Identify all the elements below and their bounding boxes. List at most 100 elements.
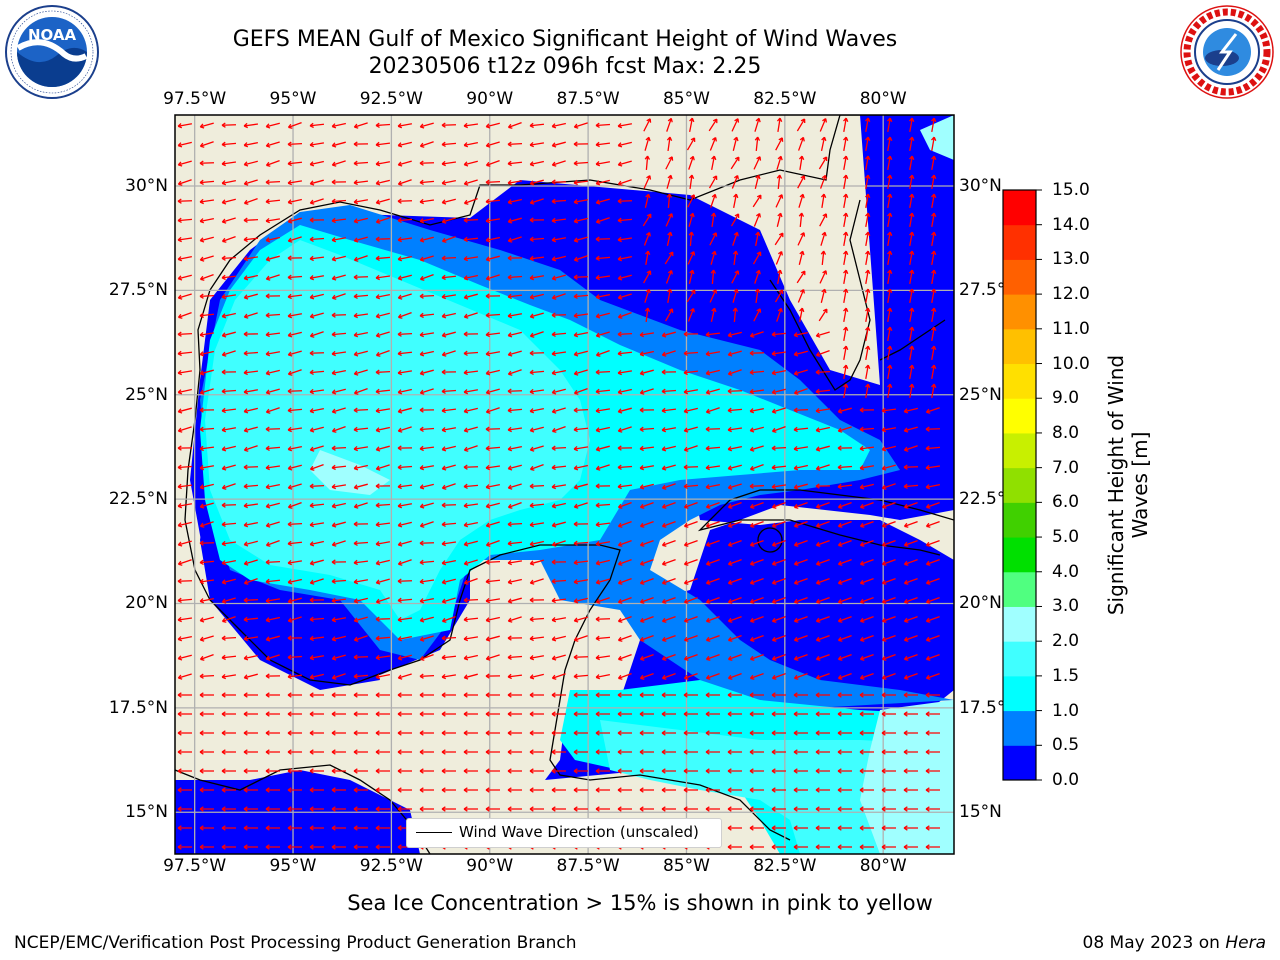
wave-arrow [793,825,808,831]
wave-arrow [463,160,478,167]
wave-arrow [199,578,215,585]
wave-arrow [199,465,215,471]
wave-arrow [881,787,896,793]
wave-arrow [639,483,654,490]
wave-arrow [775,194,784,208]
wave-arrow [463,616,479,623]
wave-arrow [573,160,589,166]
wave-arrow [265,274,280,281]
wave-arrow [925,445,941,452]
wave-arrow [843,212,849,228]
wave-arrow [529,141,545,148]
wave-arrow [463,426,478,433]
wave-arrow [573,597,588,604]
wave-arrow [887,307,893,323]
wave-arrow [617,539,632,547]
wave-arrow [793,768,808,774]
wave-arrow [265,844,280,850]
wave-arrow [243,350,259,356]
wave-arrow [727,369,742,376]
wave-arrow [925,730,940,736]
wave-arrow [771,730,786,736]
wave-arrow [507,673,523,680]
wave-arrow [463,692,478,698]
wave-arrow [688,155,695,170]
wave-arrow [441,388,457,394]
wave-arrow [287,597,302,604]
wave-arrow [353,445,369,452]
wave-arrow [331,617,347,623]
wave-arrow [507,654,523,660]
wave-arrow [463,255,479,262]
wave-arrow [687,307,695,322]
wave-arrow [419,179,435,186]
wave-arrow [727,577,742,585]
wave-arrow [529,635,545,642]
wave-arrow [775,137,784,151]
wave-arrow [551,654,566,661]
wave-arrow [865,345,871,361]
wave-arrow [309,597,325,603]
wave-arrow [265,426,281,432]
wave-arrow [749,520,764,528]
wave-arrow [265,597,281,604]
wave-arrow [865,269,871,285]
wave-arrow [243,768,258,774]
wave-arrow [859,806,874,812]
wave-arrow [331,179,347,185]
wave-arrow [485,559,501,565]
wave-arrow [859,520,874,528]
wave-arrow [507,749,522,755]
wave-arrow [353,844,368,850]
wave-arrow [931,117,937,133]
wave-arrow [177,179,192,186]
wave-arrow [705,730,720,736]
wave-arrow [705,369,720,376]
lon-tick-label: 90°W [466,89,514,109]
wave-arrow [375,578,390,585]
wave-arrow [375,312,390,319]
lon-tick-label: 90°W [466,856,514,876]
wave-arrow [727,749,742,755]
wave-arrow [732,307,739,323]
wave-arrow [463,730,478,736]
wave-arrow [221,825,236,831]
wave-arrow [903,711,918,717]
wave-arrow [353,635,368,642]
wave-arrow [441,235,456,243]
wave-arrow [507,616,522,623]
wave-arrow [709,136,717,151]
wave-arrow [353,825,368,831]
wave-arrow [441,122,457,128]
wave-arrow [441,198,456,205]
wave-arrow [617,464,633,470]
wave-arrow [617,787,632,793]
wave-arrow [309,711,324,717]
wave-arrow [551,749,566,755]
wave-arrow [705,501,720,509]
wave-arrow [309,275,325,281]
wave-arrow [815,749,830,755]
wave-arrow [199,483,214,490]
wave-arrow [397,503,413,509]
wave-arrow [419,369,434,376]
wave-arrow [595,806,610,812]
colorbar-segment [1003,502,1036,538]
wave-arrow [287,388,303,394]
wave-arrow [551,179,567,185]
wave-arrow [375,141,391,148]
wave-arrow [177,730,192,736]
wave-arrow [331,825,346,831]
wave-arrow [749,596,764,604]
wave-arrow [727,825,742,831]
wave-arrow [881,844,896,850]
wave-arrow [485,255,500,262]
lon-tick-label: 82.5°W [753,856,817,876]
wave-arrow [639,672,654,680]
wave-arrow [529,483,545,489]
wave-arrow [793,653,808,661]
wave-arrow [931,155,937,171]
wave-arrow [686,289,696,303]
wave-arrow [221,749,236,755]
wave-arrow [551,768,566,774]
